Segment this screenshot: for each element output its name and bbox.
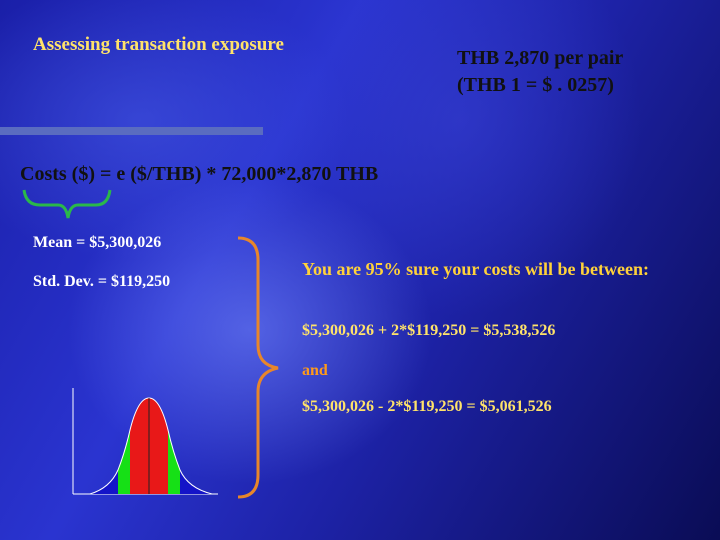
tail-right-region <box>180 470 212 494</box>
tail-left-region <box>90 470 118 494</box>
and-label: and <box>302 362 328 379</box>
orange-bracket <box>237 236 279 499</box>
confidence-statement: You are 95% sure your costs will be betw… <box>302 259 649 279</box>
upper-bound: $5,300,026 + 2*$119,250 = $5,538,526 <box>302 322 556 339</box>
green-brace <box>22 189 112 219</box>
lower-bound: $5,300,026 - 2*$119,250 = $5,061,526 <box>302 398 552 415</box>
exchange-rate: (THB 1 = $ . 0257) <box>457 74 614 96</box>
price-info: THB 2,870 per pair (THB 1 = $ . 0257) <box>457 45 623 99</box>
costs-formula: Costs ($) = e ($/THB) * 72,000*2,870 THB <box>20 163 379 185</box>
normal-distribution <box>89 397 213 495</box>
divider-bar <box>0 127 263 135</box>
two-sd-right-region <box>168 430 180 494</box>
slide-title: Assessing transaction exposure <box>33 34 284 55</box>
two-sd-left-region <box>118 430 130 494</box>
std-dev-value: Std. Dev. = $119,250 <box>33 273 171 290</box>
mean-value: Mean = $5,300,026 <box>33 234 162 251</box>
price-per-pair: THB 2,870 per pair <box>457 47 624 69</box>
